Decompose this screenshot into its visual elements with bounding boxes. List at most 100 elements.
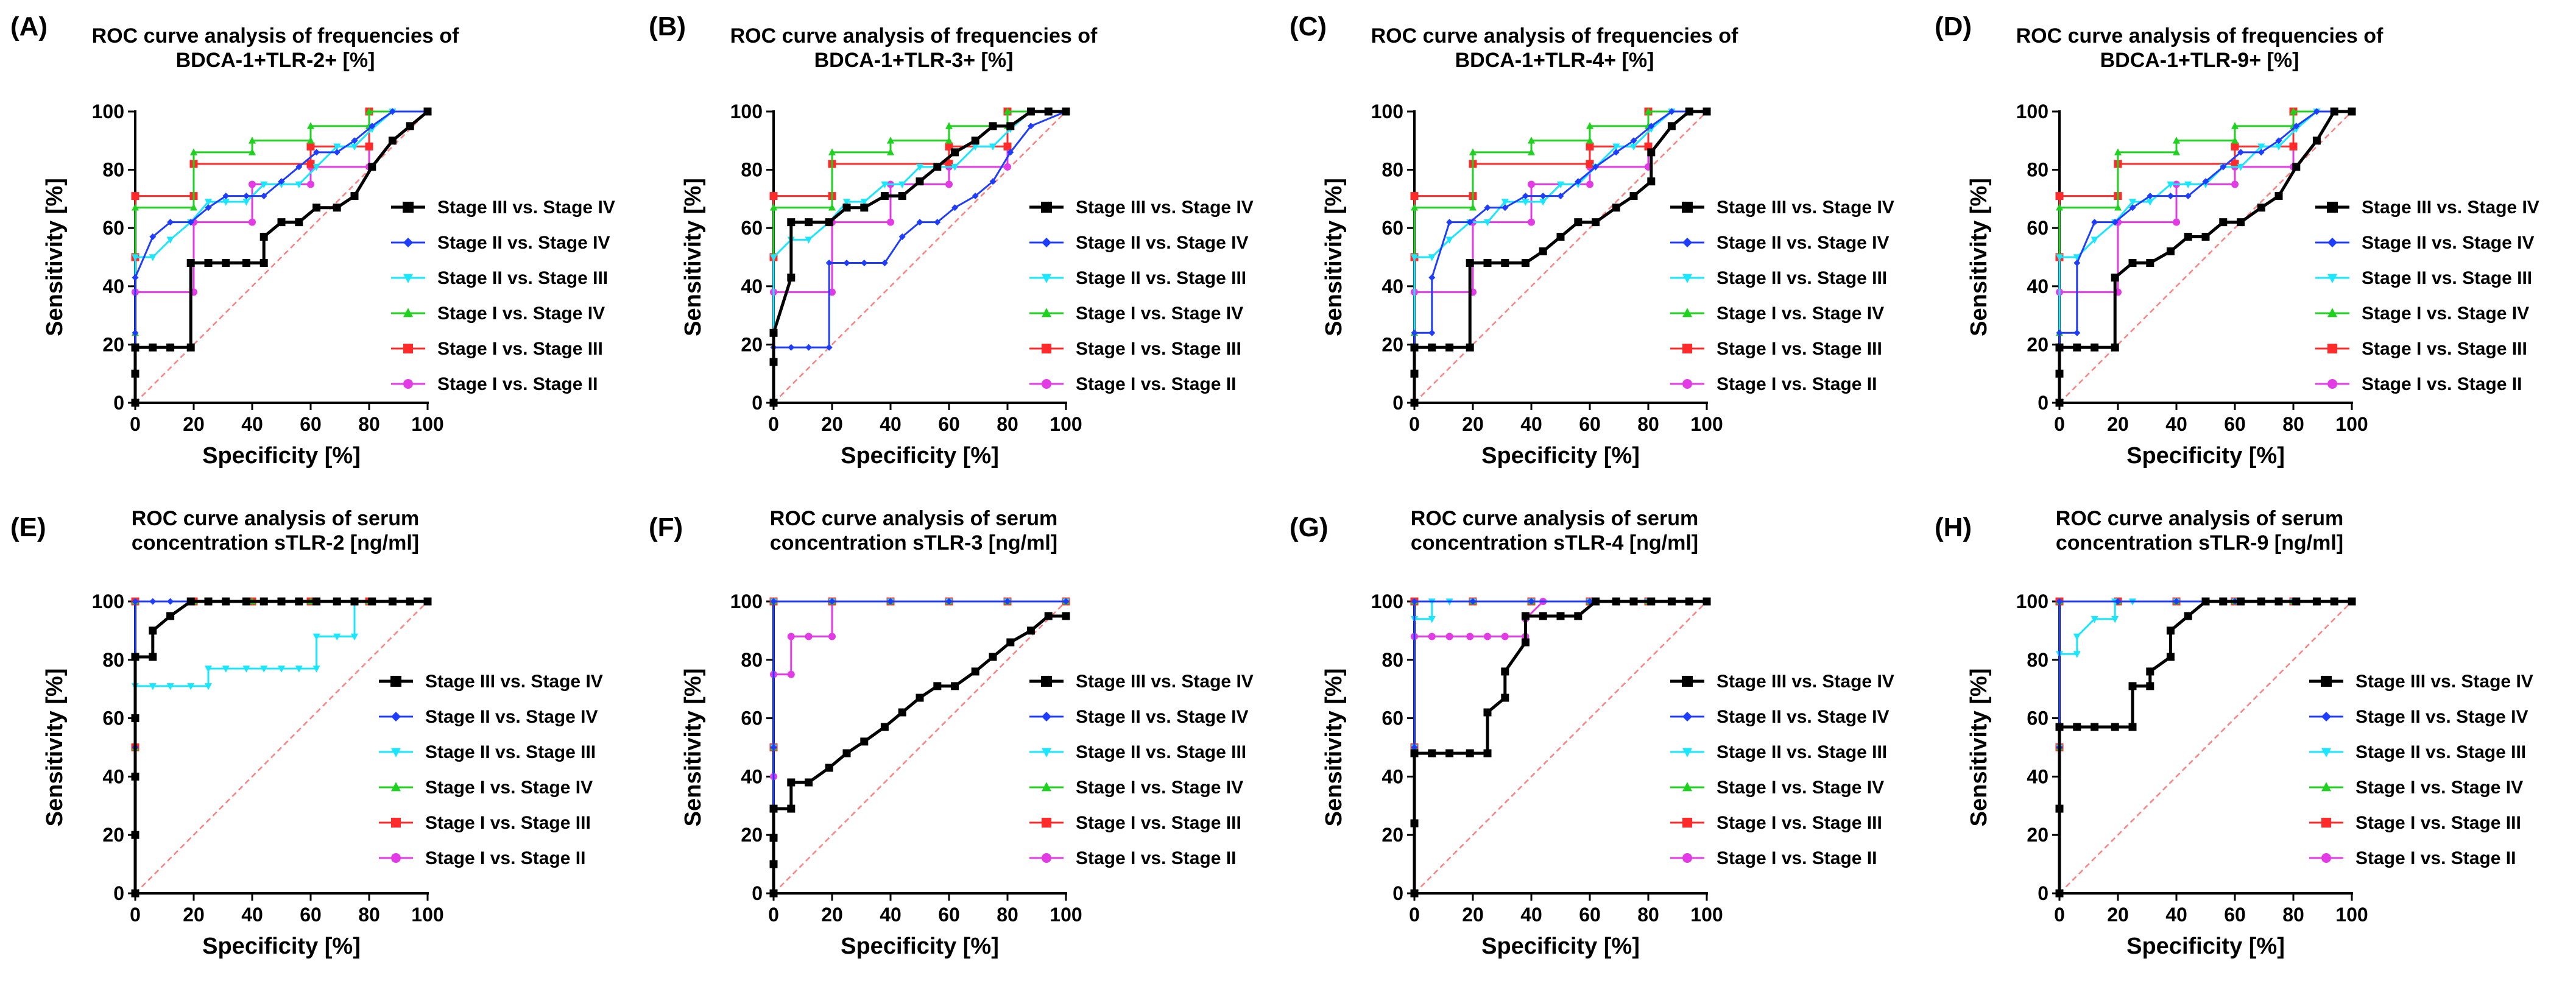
data-point <box>1586 160 1594 168</box>
data-point <box>2184 193 2192 200</box>
x-tick-label: 20 <box>2107 413 2129 435</box>
legend-swatch-marker <box>2327 308 2337 317</box>
data-point <box>787 670 795 678</box>
x-tick-label: 20 <box>821 904 843 926</box>
data-point <box>1501 633 1509 640</box>
chart-title: BDCA-1+TLR-9+ [%] <box>2100 49 2299 72</box>
data-point <box>1685 107 1693 116</box>
data-point <box>1592 597 1600 606</box>
data-point <box>2173 136 2180 144</box>
data-point <box>149 233 157 241</box>
series-line <box>772 600 1066 893</box>
y-tick-label: 20 <box>741 824 763 846</box>
y-axis-label: Sensitivity [%] <box>1966 178 1992 336</box>
y-tick-label: 60 <box>1382 217 1403 239</box>
data-point <box>916 219 923 226</box>
data-point <box>1428 633 1436 640</box>
x-tick-label: 60 <box>2224 904 2246 926</box>
legend-label: Stage III vs. Stage IV <box>425 672 603 692</box>
x-tick-label: 20 <box>183 904 205 926</box>
panel-label: (F) <box>649 512 683 542</box>
legend-label: Stage II vs. Stage IV <box>437 233 610 253</box>
data-point <box>1466 749 1474 757</box>
data-point <box>389 108 396 115</box>
legend-label: Stage I vs. Stage IV <box>437 303 605 324</box>
y-tick-label: 100 <box>92 590 124 612</box>
data-point <box>2073 343 2081 352</box>
y-tick-label: 0 <box>2038 882 2048 904</box>
data-point <box>2128 682 2137 690</box>
data-point <box>307 136 314 144</box>
data-point <box>260 665 268 673</box>
data-point <box>951 682 959 690</box>
data-point <box>205 683 212 690</box>
x-tick-label: 40 <box>1520 413 1542 435</box>
data-point <box>1703 597 1711 606</box>
data-point <box>2237 218 2245 227</box>
data-point <box>1410 749 1419 757</box>
data-point <box>295 163 303 171</box>
data-point <box>2111 343 2119 352</box>
data-point <box>190 148 197 155</box>
data-point <box>1586 142 1594 151</box>
data-point <box>2091 723 2099 731</box>
chart-title: concentration sTLR-3 [ng/ml] <box>770 531 1057 555</box>
roc-panel-b: (B) ROC curve analysis of frequencies ofB… <box>649 12 1254 469</box>
series-stage-iii-vs-stage-iv <box>2055 107 2356 407</box>
data-point <box>945 598 953 605</box>
data-point <box>2056 329 2063 336</box>
y-axis-label: Sensitivity [%] <box>1321 668 1347 827</box>
data-point <box>1528 180 1535 188</box>
data-point <box>242 259 250 268</box>
data-point <box>368 163 376 171</box>
data-point <box>2237 597 2245 606</box>
data-point <box>2128 723 2137 731</box>
y-tick-label: 20 <box>102 333 124 355</box>
data-point <box>1410 819 1419 828</box>
panel-label: (H) <box>1935 512 1972 542</box>
y-tick-label: 0 <box>1392 882 1403 904</box>
x-axis-label: Specificity [%] <box>202 934 361 959</box>
x-tick-label: 20 <box>1462 413 1484 435</box>
data-point <box>1612 149 1620 156</box>
legend-swatch-marker <box>2321 712 2331 721</box>
data-point <box>167 598 174 605</box>
legend-label: Stage I vs. Stage III <box>425 813 591 833</box>
data-point <box>1007 149 1014 156</box>
data-point <box>1629 192 1638 200</box>
chart-title: ROC curve analysis of frequencies of <box>92 24 459 48</box>
legend-swatch-marker <box>2321 818 2331 828</box>
data-point <box>149 254 157 261</box>
legend: Stage III vs. Stage IV Stage II vs. Stage… <box>1670 672 1894 868</box>
data-point <box>1501 667 1509 676</box>
data-point <box>1647 597 1656 606</box>
data-point <box>2201 233 2210 241</box>
data-point <box>2146 259 2154 268</box>
data-point <box>1556 612 1565 620</box>
data-point <box>1645 107 1652 115</box>
data-point <box>1428 749 1436 757</box>
panel-label: (E) <box>10 512 46 542</box>
y-tick-label: 60 <box>741 217 763 239</box>
data-point <box>2219 218 2228 227</box>
data-point <box>312 204 321 212</box>
data-point <box>1411 329 1418 336</box>
series-line <box>133 600 428 893</box>
data-point <box>1667 597 1676 606</box>
data-point <box>842 749 851 757</box>
data-point <box>1027 122 1034 130</box>
x-tick-label: 0 <box>1409 904 1420 926</box>
data-point <box>1004 107 1011 115</box>
data-point <box>307 180 314 188</box>
y-tick-label: 20 <box>1382 824 1403 846</box>
data-point <box>916 177 924 186</box>
data-point <box>2073 723 2081 731</box>
legend-label: Stage II vs. Stage IV <box>425 707 598 727</box>
data-point <box>2173 148 2180 155</box>
legend-swatch-marker <box>2321 748 2331 757</box>
data-point <box>1411 744 1418 751</box>
x-tick-label: 0 <box>1409 413 1420 435</box>
chart-title: ROC curve analysis of frequencies of <box>730 24 1098 48</box>
legend-label: Stage III vs. Stage IV <box>1076 672 1254 692</box>
series-stage-iii-vs-stage-iv <box>131 107 432 407</box>
